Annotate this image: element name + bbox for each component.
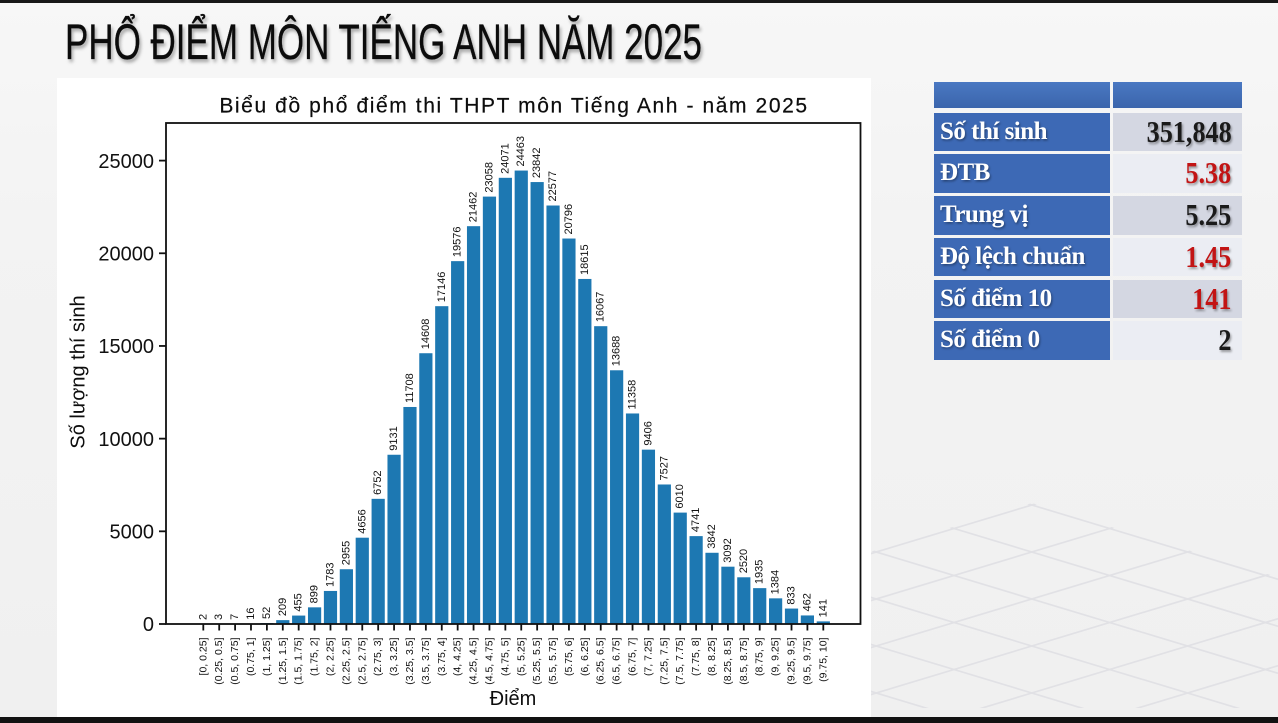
svg-text:(0.25, 0.5]: (0.25, 0.5] xyxy=(213,637,225,684)
svg-text:462: 462 xyxy=(801,593,813,611)
svg-text:1935: 1935 xyxy=(754,560,766,584)
svg-text:11358: 11358 xyxy=(627,380,639,410)
svg-text:52: 52 xyxy=(261,607,273,619)
svg-text:(6.25, 6.5]: (6.25, 6.5] xyxy=(595,637,607,684)
svg-text:1384: 1384 xyxy=(770,570,782,594)
svg-text:Điểm: Điểm xyxy=(490,688,537,710)
svg-text:(2.5, 2.75]: (2.5, 2.75] xyxy=(356,637,368,684)
svg-text:2955: 2955 xyxy=(340,541,352,565)
svg-text:(0.5, 0.75]: (0.5, 0.75] xyxy=(229,637,241,684)
svg-text:[0, 0.25]: [0, 0.25] xyxy=(197,637,209,675)
svg-text:(9.75, 10]: (9.75, 10] xyxy=(817,637,829,681)
svg-text:(2, 2.25]: (2, 2.25] xyxy=(324,637,336,676)
svg-text:(0.75, 1]: (0.75, 1] xyxy=(245,637,257,676)
svg-text:2: 2 xyxy=(197,614,209,620)
svg-text:(7.5, 7.75]: (7.5, 7.75] xyxy=(674,637,686,684)
svg-text:(7.75, 8]: (7.75, 8] xyxy=(690,637,702,676)
svg-text:(9, 9.25]: (9, 9.25] xyxy=(770,637,782,676)
svg-text:(9.25, 9.5]: (9.25, 9.5] xyxy=(786,637,798,684)
svg-text:141: 141 xyxy=(817,599,829,617)
svg-text:7: 7 xyxy=(229,614,241,620)
svg-text:9131: 9131 xyxy=(388,426,400,450)
svg-text:23058: 23058 xyxy=(483,162,495,193)
svg-text:(6.5, 6.75]: (6.5, 6.75] xyxy=(611,637,623,684)
svg-text:(7, 7.25]: (7, 7.25] xyxy=(642,637,654,676)
svg-text:(1, 1.25]: (1, 1.25] xyxy=(261,637,273,676)
svg-text:24071: 24071 xyxy=(499,143,511,174)
svg-text:(9.5, 9.75]: (9.5, 9.75] xyxy=(801,637,813,684)
svg-text:10000: 10000 xyxy=(98,429,154,451)
svg-text:16: 16 xyxy=(245,607,257,619)
svg-text:14608: 14608 xyxy=(420,319,432,350)
svg-text:4656: 4656 xyxy=(356,509,368,533)
svg-text:21462: 21462 xyxy=(468,192,480,223)
svg-text:(4.75, 5]: (4.75, 5] xyxy=(499,637,511,676)
svg-text:7527: 7527 xyxy=(658,456,670,480)
svg-text:15000: 15000 xyxy=(98,336,154,358)
svg-text:(3.25, 3.5]: (3.25, 3.5] xyxy=(404,637,416,684)
svg-text:(1.25, 1.5]: (1.25, 1.5] xyxy=(277,637,289,684)
svg-text:(8, 8.25]: (8, 8.25] xyxy=(706,637,718,676)
svg-text:9406: 9406 xyxy=(642,421,654,445)
svg-text:0: 0 xyxy=(143,614,154,636)
svg-text:16067: 16067 xyxy=(595,292,607,323)
svg-text:(4, 4.25]: (4, 4.25] xyxy=(452,637,464,676)
svg-text:(2.75, 3]: (2.75, 3] xyxy=(372,637,384,676)
svg-text:6010: 6010 xyxy=(674,484,686,508)
svg-text:209: 209 xyxy=(277,598,289,616)
svg-text:(6.75, 7]: (6.75, 7] xyxy=(627,637,639,676)
svg-text:(5.25, 5.5]: (5.25, 5.5] xyxy=(531,637,543,684)
svg-text:(4.5, 4.75]: (4.5, 4.75] xyxy=(483,637,495,684)
svg-text:22577: 22577 xyxy=(547,171,559,202)
svg-text:3842: 3842 xyxy=(706,524,718,548)
svg-text:20000: 20000 xyxy=(98,243,154,265)
svg-text:(8.75, 9]: (8.75, 9] xyxy=(754,637,766,676)
svg-text:1783: 1783 xyxy=(324,562,336,586)
svg-text:13688: 13688 xyxy=(611,336,623,367)
svg-text:(3.5, 3.75]: (3.5, 3.75] xyxy=(420,637,432,684)
svg-text:17146: 17146 xyxy=(436,272,448,303)
svg-text:(7.25, 7.5]: (7.25, 7.5] xyxy=(658,637,670,684)
svg-text:833: 833 xyxy=(786,586,798,604)
svg-text:24463: 24463 xyxy=(515,136,527,167)
svg-text:(8.5, 8.75]: (8.5, 8.75] xyxy=(738,637,750,684)
svg-text:Số lượng thí sinh: Số lượng thí sinh xyxy=(68,295,90,448)
svg-text:19576: 19576 xyxy=(452,227,464,258)
svg-text:(2.25, 2.5]: (2.25, 2.5] xyxy=(340,637,352,684)
svg-text:(3.75, 4]: (3.75, 4] xyxy=(436,637,448,676)
svg-text:18615: 18615 xyxy=(579,244,591,275)
svg-text:3092: 3092 xyxy=(722,538,734,562)
svg-text:(5.75, 6]: (5.75, 6] xyxy=(563,637,575,676)
svg-text:(1.75, 2]: (1.75, 2] xyxy=(309,637,321,676)
svg-text:20796: 20796 xyxy=(563,204,575,235)
svg-text:(5.5, 5.75]: (5.5, 5.75] xyxy=(547,637,559,684)
svg-text:(4.25, 4.5]: (4.25, 4.5] xyxy=(468,637,480,684)
svg-text:6752: 6752 xyxy=(372,470,384,494)
svg-text:(1.5, 1.75]: (1.5, 1.75] xyxy=(293,637,305,684)
svg-text:(8.25, 8.5]: (8.25, 8.5] xyxy=(722,637,734,684)
svg-text:Biểu đồ phổ điểm thi THPT môn: Biểu đồ phổ điểm thi THPT môn Tiếng Anh … xyxy=(219,95,808,118)
svg-text:11708: 11708 xyxy=(404,373,416,403)
svg-text:(6, 6.25]: (6, 6.25] xyxy=(579,637,591,676)
svg-text:4741: 4741 xyxy=(690,508,702,532)
svg-text:3: 3 xyxy=(213,614,225,620)
svg-text:2520: 2520 xyxy=(738,549,750,573)
svg-text:(3, 3.25]: (3, 3.25] xyxy=(388,637,400,676)
svg-text:(5, 5.25]: (5, 5.25] xyxy=(515,637,527,676)
svg-text:899: 899 xyxy=(309,585,321,603)
svg-text:455: 455 xyxy=(293,593,305,611)
svg-text:23842: 23842 xyxy=(531,147,543,178)
svg-text:5000: 5000 xyxy=(110,522,155,544)
svg-text:25000: 25000 xyxy=(98,151,154,173)
